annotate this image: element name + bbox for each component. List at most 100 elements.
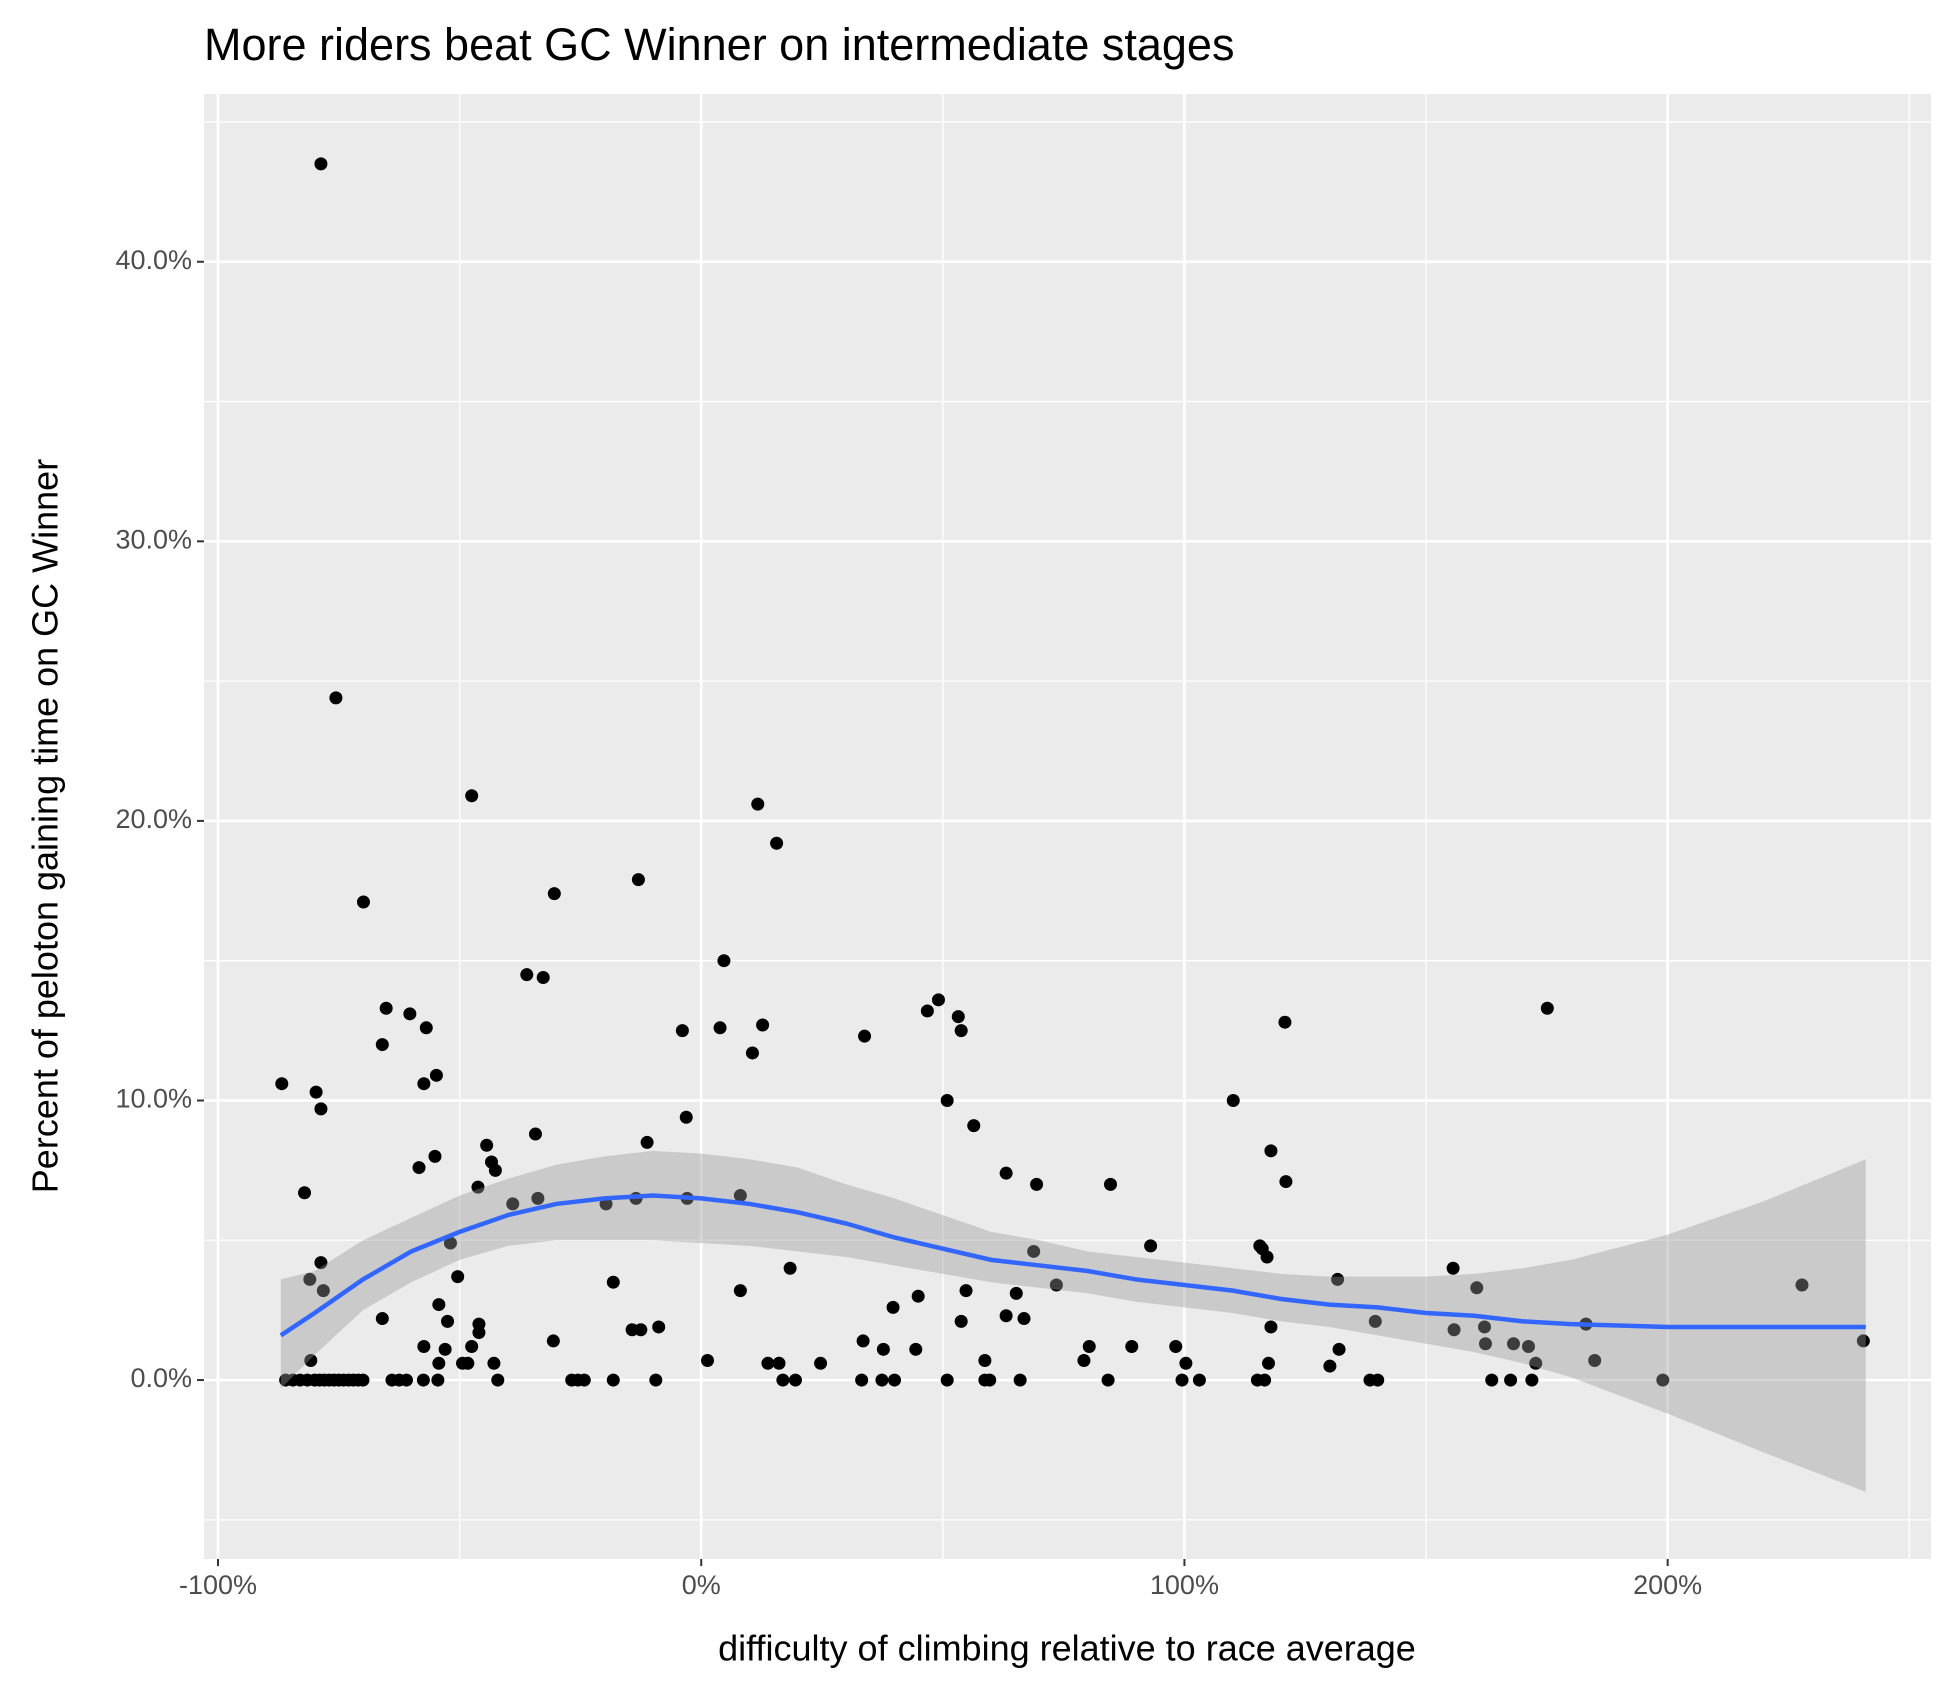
point	[488, 1163, 502, 1177]
point	[443, 1236, 457, 1250]
point	[314, 1256, 328, 1270]
point	[528, 1127, 542, 1141]
point	[1258, 1373, 1272, 1387]
point	[776, 1373, 790, 1387]
point	[438, 1342, 452, 1356]
point	[1447, 1323, 1461, 1337]
point	[520, 968, 534, 982]
point	[1017, 1312, 1031, 1326]
point	[909, 1342, 923, 1356]
point	[412, 1161, 426, 1175]
point	[1504, 1373, 1518, 1387]
point	[745, 1046, 759, 1060]
point	[399, 1373, 413, 1387]
point	[1478, 1320, 1492, 1334]
point	[761, 1356, 775, 1370]
point	[1175, 1373, 1189, 1387]
point	[1009, 1286, 1023, 1300]
point	[441, 1314, 455, 1328]
point	[1030, 1177, 1044, 1191]
point	[1525, 1373, 1539, 1387]
point	[480, 1138, 494, 1152]
point	[701, 1353, 715, 1367]
point	[788, 1373, 802, 1387]
point	[772, 1356, 786, 1370]
point	[649, 1373, 663, 1387]
point	[298, 1186, 312, 1200]
smooth-line	[279, 1193, 1866, 1338]
point	[959, 1284, 973, 1298]
panel	[204, 94, 1931, 1559]
point	[536, 970, 550, 984]
point	[675, 1024, 689, 1038]
point	[1521, 1340, 1535, 1354]
point	[275, 1077, 289, 1091]
point	[1077, 1353, 1091, 1367]
point	[356, 895, 370, 909]
point	[1027, 1244, 1041, 1258]
point	[1262, 1356, 1276, 1370]
point	[451, 1270, 465, 1284]
point	[1192, 1373, 1206, 1387]
point	[1470, 1281, 1484, 1295]
point	[1013, 1373, 1027, 1387]
point	[940, 1373, 954, 1387]
point	[1278, 1015, 1292, 1029]
point	[429, 1068, 443, 1082]
point	[303, 1272, 317, 1286]
y-tick-label: 0.0%	[130, 1363, 192, 1393]
point	[356, 1373, 370, 1387]
point	[428, 1149, 442, 1163]
point	[876, 1342, 890, 1356]
x-tick-label: 100%	[1150, 1570, 1219, 1600]
point	[531, 1191, 545, 1205]
x-tick-label: -100%	[179, 1570, 257, 1600]
point	[304, 1353, 318, 1367]
point	[1144, 1239, 1158, 1253]
point	[855, 1373, 869, 1387]
point	[432, 1356, 446, 1370]
point	[652, 1320, 666, 1334]
point	[717, 954, 731, 968]
point	[814, 1356, 828, 1370]
point	[419, 1021, 433, 1035]
point	[606, 1373, 620, 1387]
point	[375, 1038, 389, 1052]
point	[314, 1102, 328, 1116]
y-axis-title: Percent of peloton gaining time on GC Wi…	[25, 459, 66, 1193]
point	[1856, 1334, 1870, 1348]
point	[1179, 1356, 1193, 1370]
point	[634, 1323, 648, 1337]
point	[999, 1166, 1013, 1180]
point	[1323, 1359, 1337, 1373]
point	[1264, 1144, 1278, 1158]
point	[465, 789, 479, 803]
confidence-band	[280, 1150, 1866, 1492]
point	[640, 1135, 654, 1149]
chart-title: More riders beat GC Winner on intermedia…	[204, 19, 1234, 70]
point	[375, 1312, 389, 1326]
point	[1264, 1320, 1278, 1334]
point	[1485, 1373, 1499, 1387]
point	[1795, 1278, 1809, 1292]
point	[858, 1029, 872, 1043]
point	[940, 1093, 954, 1107]
point	[1371, 1373, 1385, 1387]
point	[631, 873, 645, 887]
point	[1331, 1272, 1345, 1286]
point	[314, 157, 328, 171]
point	[417, 1340, 431, 1354]
point	[577, 1373, 591, 1387]
point	[1125, 1340, 1139, 1354]
point	[546, 1334, 560, 1348]
point	[606, 1275, 620, 1289]
x-axis-title: difficulty of climbing relative to race …	[718, 1628, 1416, 1669]
point	[329, 691, 343, 705]
point	[1260, 1250, 1274, 1264]
point	[1226, 1093, 1240, 1107]
point	[316, 1284, 330, 1298]
point	[1104, 1177, 1118, 1191]
point	[679, 1110, 693, 1124]
point	[886, 1300, 900, 1314]
